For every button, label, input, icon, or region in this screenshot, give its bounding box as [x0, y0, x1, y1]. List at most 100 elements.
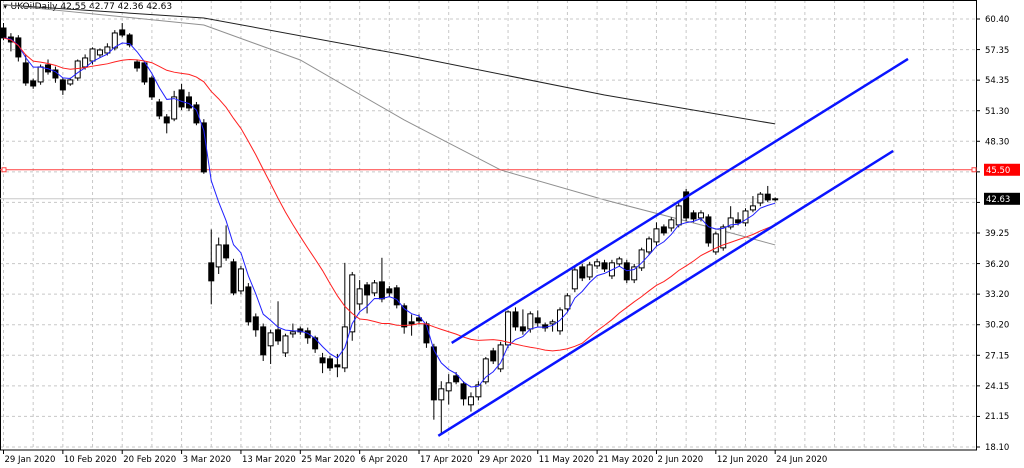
- candle: [371, 280, 378, 297]
- candle: [245, 283, 252, 326]
- bull-candle-body: [371, 282, 378, 294]
- bull-candle-body: [675, 205, 682, 226]
- price-axis-label: 24.15: [985, 382, 1009, 392]
- bull-candle-body: [74, 60, 81, 79]
- date-axis-label: 2 Jun 2020: [657, 455, 703, 465]
- candle: [490, 347, 497, 365]
- sma-21-line: [3, 37, 776, 352]
- candle: [601, 259, 608, 272]
- candle: [52, 66, 59, 83]
- candle: [67, 77, 74, 86]
- date-axis-label: 13 Mar 2020: [242, 455, 296, 465]
- candle: [482, 356, 489, 385]
- bear-candle-body: [178, 89, 185, 108]
- bear-candle-body: [186, 96, 192, 109]
- bear-candle-body: [126, 34, 133, 46]
- bull-candle-body: [289, 331, 296, 335]
- candle: [638, 247, 645, 271]
- date-axis-label: 29 Jan 2020: [5, 455, 56, 465]
- ohlc-readout: 42.55 42.77 42.36 42.63: [60, 2, 173, 12]
- candle: [74, 59, 81, 81]
- bear-candle-body: [683, 191, 690, 219]
- bull-candle-body: [467, 396, 474, 406]
- date-axis-label: 6 Apr 2020: [361, 455, 408, 465]
- candle: [22, 54, 29, 86]
- price-axis-label: 54.35: [985, 76, 1009, 86]
- bear-candle-body: [245, 286, 252, 323]
- bear-candle-body: [601, 262, 608, 270]
- bear-candle-body: [490, 350, 497, 362]
- bull-candle-body: [282, 335, 289, 354]
- candle: [497, 341, 504, 373]
- candle: [237, 265, 244, 295]
- bear-candle-body: [735, 219, 742, 224]
- price-badge: [984, 192, 1020, 205]
- price-axis-label: 36.20: [985, 260, 1009, 270]
- bull-candle-body: [564, 295, 571, 310]
- date-axis-label: 12 Jun 2020: [717, 455, 768, 465]
- price-axis-label: 39.25: [985, 229, 1009, 239]
- bull-candle-body: [757, 193, 764, 204]
- bull-candle-body: [616, 258, 623, 265]
- candle: [430, 343, 437, 420]
- bear-candle-body: [208, 262, 215, 282]
- bear-candle-body: [460, 383, 467, 400]
- candle: [616, 256, 623, 267]
- bear-candle-body: [297, 328, 304, 333]
- candle: [712, 231, 719, 255]
- date-axis-label: 20 Feb 2020: [123, 455, 176, 465]
- candle: [393, 285, 400, 309]
- bull-candle-body: [111, 32, 118, 49]
- date-axis-label: 21 May 2020: [598, 455, 653, 465]
- candle: [512, 307, 519, 331]
- candle: [467, 392, 474, 412]
- bull-candle-body: [104, 46, 111, 54]
- triangle-down-icon[interactable]: ▾: [3, 2, 8, 12]
- ema-5-line: [3, 37, 776, 388]
- price-badge-label: 42.63: [986, 195, 1010, 205]
- candle: [45, 59, 52, 75]
- candle: [0, 23, 7, 41]
- candle: [683, 188, 690, 222]
- bear-candle-body: [579, 266, 586, 279]
- plot-frame: [0, 0, 977, 451]
- bull-candle-body: [438, 388, 445, 401]
- bear-candle-body: [148, 77, 155, 98]
- candle: [223, 225, 230, 261]
- candle: [141, 60, 148, 85]
- bull-candle-body: [697, 212, 704, 219]
- bull-candle-body: [594, 261, 601, 267]
- bear-candle-body: [260, 326, 267, 356]
- bear-candle-body: [430, 346, 437, 401]
- bear-candle-body: [30, 80, 37, 87]
- bull-candle-body: [549, 321, 556, 325]
- bull-candle-body: [631, 266, 638, 281]
- candle: [59, 77, 66, 95]
- candle: [252, 313, 259, 337]
- candle: [163, 114, 170, 134]
- date-axis-label: 17 Apr 2020: [420, 455, 473, 465]
- bear-candle-body: [453, 375, 460, 383]
- candle: [156, 98, 163, 120]
- bear-candle-body: [230, 261, 237, 294]
- bull-candle-body: [527, 313, 534, 330]
- bull-candle-body: [505, 311, 512, 346]
- bear-candle-body: [512, 311, 519, 328]
- candle: [571, 265, 578, 293]
- candle: [475, 381, 482, 401]
- bear-candle-body: [319, 357, 326, 364]
- candle: [668, 217, 675, 232]
- bull-candle-body: [653, 228, 660, 243]
- bull-candle-body: [571, 269, 578, 290]
- candle: [96, 48, 103, 58]
- candle: [319, 352, 326, 374]
- candle: [7, 33, 14, 52]
- candle: [742, 208, 749, 227]
- bear-candle-body: [59, 79, 66, 91]
- bear-candle-body: [386, 288, 393, 294]
- candle: [15, 35, 22, 62]
- candle: [134, 59, 141, 72]
- bear-candle-body: [134, 61, 141, 69]
